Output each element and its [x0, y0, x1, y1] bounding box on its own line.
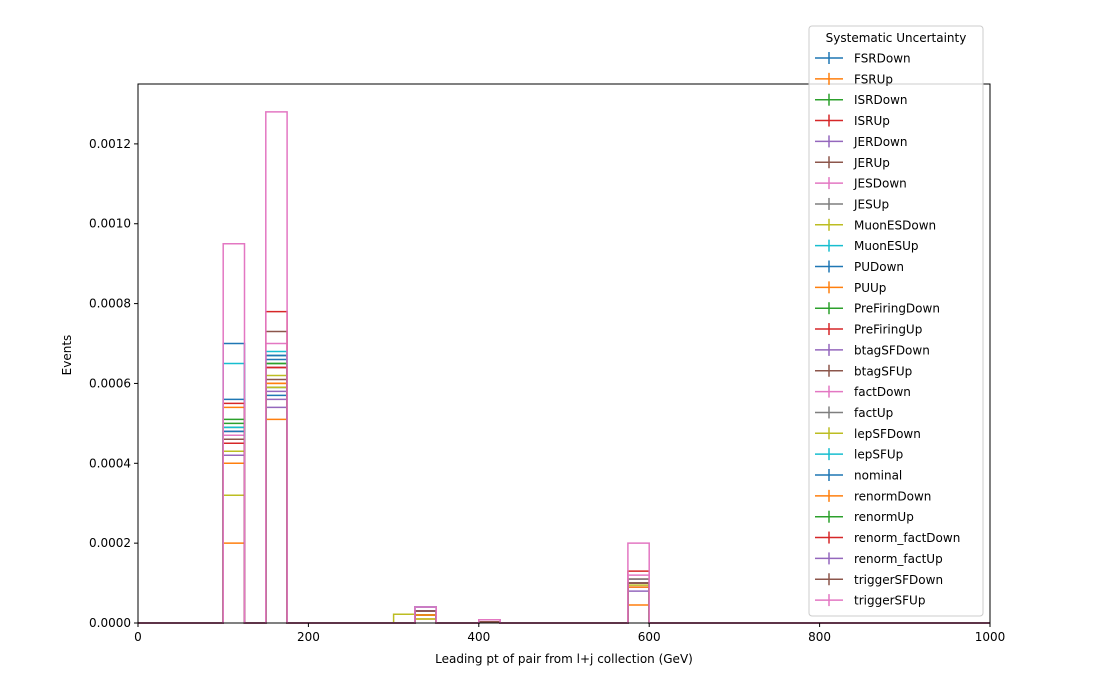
legend-label: factUp [854, 406, 893, 420]
legend-item: renormDown [815, 489, 931, 503]
legend-item: lepSFUp [815, 448, 903, 462]
y-tick-label: 0.0010 [89, 217, 131, 231]
legend-items: FSRDown FSRUp ISRDown ISRUp JERDown JERUp JESD… [815, 52, 960, 608]
legend-frame [808, 25, 984, 617]
x-tick-label: 800 [808, 630, 831, 644]
legend-item: lepSFDown [815, 427, 921, 441]
legend-label: btagSFUp [854, 364, 912, 378]
legend-label: btagSFDown [854, 343, 930, 357]
y-tick-label: 0.0004 [89, 456, 131, 470]
legend-label: FSRUp [854, 72, 893, 86]
x-tick-label: 600 [638, 630, 661, 644]
legend-label: JESUp [853, 197, 889, 211]
legend-item: factDown [815, 385, 911, 399]
legend-label: triggerSFUp [854, 594, 925, 608]
legend-item: MuonESDown [815, 218, 936, 232]
legend-label: PUUp [854, 281, 886, 295]
legend-item: PUDown [815, 260, 904, 274]
legend-item: PreFiringUp [815, 323, 922, 337]
legend-label: nominal [854, 469, 902, 483]
x-axis-label: Leading pt of pair from l+j collection (… [435, 652, 693, 666]
y-axis-label: Events [60, 335, 74, 376]
legend-label: renorm_factDown [854, 531, 960, 545]
legend-label: lepSFDown [854, 427, 921, 441]
y-tick-label: 0.0000 [89, 616, 131, 630]
legend-item: renormUp [815, 510, 914, 524]
y-tick-label: 0.0006 [89, 376, 131, 390]
legend-item: renorm_factUp [815, 552, 943, 566]
legend-label: JERUp [853, 156, 890, 170]
legend-label: PreFiringDown [854, 302, 940, 316]
legend-item: FSRUp [815, 72, 893, 86]
x-tick-label: 200 [297, 630, 320, 644]
legend-item: JESDown [815, 177, 907, 191]
legend-item: btagSFUp [815, 364, 912, 378]
legend-item: PUUp [815, 281, 886, 295]
legend-label: JERDown [853, 135, 907, 149]
x-tick-label: 400 [467, 630, 490, 644]
axes-frame [137, 83, 991, 624]
y-tick-label: 0.0008 [89, 297, 131, 311]
series-triggerSFUp-step [138, 111, 990, 624]
legend-item: factUp [815, 406, 893, 420]
legend-label: PUDown [854, 260, 904, 274]
legend-label: lepSFUp [854, 448, 903, 462]
legend-item: MuonESUp [815, 239, 919, 253]
legend-label: factDown [854, 385, 911, 399]
legend-label: renormDown [854, 489, 931, 503]
x-tick-label: 1000 [975, 630, 1006, 644]
legend-item: triggerSFUp [815, 594, 925, 608]
x-axis-ticks: 0 200 400 600 800 1000 [134, 623, 1005, 644]
legend-item: JERDown [815, 135, 907, 149]
legend-title: Systematic Uncertainty [826, 31, 967, 45]
legend-item: ISRDown [815, 93, 908, 107]
legend-item: btagSFDown [815, 343, 930, 357]
legend-item: triggerSFDown [815, 573, 943, 587]
legend-label: triggerSFDown [854, 573, 943, 587]
legend-item: JESUp [815, 197, 889, 211]
y-tick-label: 0.0002 [89, 536, 131, 550]
legend-label: ISRDown [854, 93, 908, 107]
legend-item: FSRDown [815, 52, 911, 66]
x-tick-label: 0 [134, 630, 142, 644]
legend-item: PreFiringDown [815, 302, 940, 316]
legend-label: JESDown [853, 177, 907, 191]
legend-item: renorm_factDown [815, 531, 960, 545]
legend-label: MuonESDown [854, 218, 936, 232]
legend-label: renorm_factUp [854, 552, 943, 566]
y-axis-ticks: 0.0000 0.0002 0.0004 0.0006 0.0008 0.0010 0.00… [89, 137, 138, 630]
legend-label: FSRDown [854, 52, 911, 66]
legend-label: MuonESUp [854, 239, 919, 253]
legend-label: PreFiringUp [854, 323, 922, 337]
legend-label: ISRUp [854, 114, 890, 128]
legend-label: renormUp [854, 510, 914, 524]
legend-item: nominal [815, 469, 902, 483]
y-tick-label: 0.0012 [89, 137, 131, 151]
legend-item: JERUp [815, 156, 890, 170]
legend-item: ISRUp [815, 114, 890, 128]
legend: Systematic Uncertainty FSRDown FSRUp ISRDo… [808, 25, 984, 617]
